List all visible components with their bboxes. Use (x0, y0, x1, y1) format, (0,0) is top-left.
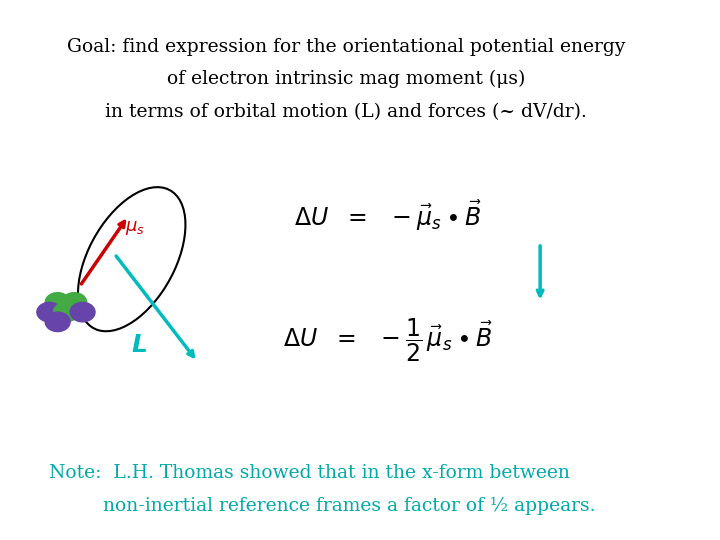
Circle shape (45, 312, 70, 332)
Circle shape (70, 302, 95, 322)
Circle shape (53, 302, 78, 322)
Text: $\boldsymbol{L}$: $\boldsymbol{L}$ (130, 334, 147, 357)
Text: Goal: find expression for the orientational potential energy: Goal: find expression for the orientatio… (67, 38, 626, 56)
Text: non-inertial reference frames a factor of ½ appears.: non-inertial reference frames a factor o… (49, 497, 595, 515)
Circle shape (62, 293, 86, 312)
Text: in terms of orbital motion (L) and forces (~ dV/dr).: in terms of orbital motion (L) and force… (105, 103, 588, 120)
Text: $\Delta U \ \ = \ \ -\dfrac{1}{2}\,\vec{\mu}_s \bullet \vec{B}$: $\Delta U \ \ = \ \ -\dfrac{1}{2}\,\vec{… (283, 316, 493, 364)
Text: Note:  L.H. Thomas showed that in the x-form between: Note: L.H. Thomas showed that in the x-f… (49, 464, 570, 482)
Text: $\Delta U \ \ = \ \ -\vec{\mu}_s \bullet \vec{B}$: $\Delta U \ \ = \ \ -\vec{\mu}_s \bullet… (294, 199, 482, 233)
Circle shape (37, 302, 62, 322)
Circle shape (45, 293, 70, 312)
Text: of electron intrinsic mag moment (μs): of electron intrinsic mag moment (μs) (167, 70, 526, 89)
Text: $\mu_s$: $\mu_s$ (125, 219, 145, 237)
